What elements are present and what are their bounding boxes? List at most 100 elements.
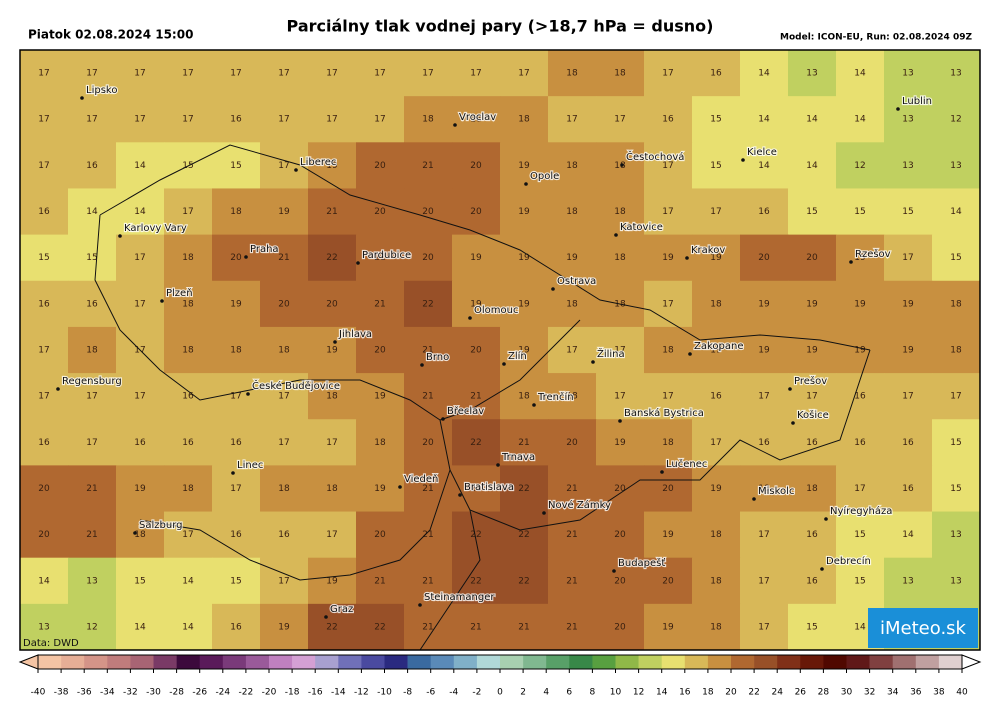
field-value: 22 [374, 622, 385, 632]
field-cell [164, 465, 213, 513]
field-cell [308, 603, 357, 651]
field-cell [452, 326, 501, 374]
field-cell [20, 96, 69, 143]
field-cell [740, 96, 789, 143]
field-cell [596, 234, 645, 282]
field-cell [692, 280, 741, 328]
field-value: 14 [86, 207, 98, 217]
colorbar-swatch [384, 655, 408, 669]
field-cell [596, 557, 645, 605]
city-dot [788, 387, 792, 391]
field-cell [740, 557, 789, 605]
city-label: Opole [530, 171, 559, 182]
field-value: 17 [182, 207, 193, 217]
field-cell [308, 50, 357, 97]
field-cell [740, 142, 789, 189]
field-cell [788, 557, 837, 605]
field-value: 16 [806, 530, 818, 540]
field-cell [788, 96, 837, 143]
field-cell [164, 373, 213, 420]
field-value: 16 [86, 299, 98, 309]
colorbar-swatch [707, 655, 732, 669]
field-cell [740, 234, 789, 282]
field-value: 14 [854, 69, 866, 79]
city-label: Brno [426, 352, 449, 363]
field-cell [68, 188, 117, 236]
field-value: 13 [950, 69, 961, 79]
field-value: 21 [278, 253, 289, 263]
city-dot [133, 531, 137, 535]
field-value: 18 [566, 69, 578, 79]
field-value: 17 [86, 69, 97, 79]
colorbar-swatch [754, 655, 778, 669]
colorbar-tick-label: 20 [725, 688, 737, 698]
city-label: Nyíregyháza [830, 505, 892, 517]
colorbar-swatch [546, 655, 570, 669]
field-value: 18 [422, 115, 434, 125]
colorbar-tick-label: 4 [543, 688, 549, 698]
colorbar-tick-label: 34 [887, 688, 899, 698]
colorbar-tick-label: -4 [449, 688, 458, 698]
field-value: 17 [662, 207, 673, 217]
field-cell [596, 326, 645, 374]
colorbar-swatch [476, 655, 501, 669]
field-cell [116, 465, 165, 513]
field-value: 18 [518, 115, 530, 125]
field-cell [164, 188, 213, 236]
field-value: 18 [182, 253, 194, 263]
field-value: 18 [86, 346, 98, 356]
field-value: 20 [422, 438, 434, 448]
field-value: 20 [806, 253, 818, 263]
city-dot [333, 340, 337, 344]
field-cell [404, 96, 453, 143]
colorbar-swatch [615, 655, 639, 669]
field-value: 16 [38, 299, 50, 309]
field-cell [116, 50, 165, 97]
field-value: 18 [710, 622, 722, 632]
city-dot [398, 485, 402, 489]
colorbar-tick-label: 40 [956, 688, 968, 698]
field-cell [116, 234, 165, 282]
field-value: 17 [662, 392, 673, 402]
city-label: Steinamanger [424, 592, 495, 603]
colorbar-swatch [407, 655, 431, 669]
field-cell [404, 142, 453, 189]
field-value: 22 [518, 484, 529, 494]
field-value: 19 [710, 484, 722, 494]
date: Piatok 02.08.2024 15:00 [28, 28, 193, 42]
field-value: 19 [518, 253, 530, 263]
field-cell [452, 142, 501, 189]
field-value: 16 [902, 438, 914, 448]
field-cell [692, 96, 741, 143]
colorbar-swatch [938, 655, 963, 669]
city-label: Karlovy Vary [124, 223, 187, 234]
colorbar-swatch [222, 655, 247, 669]
colorbar-swatch [684, 655, 709, 669]
field-cell [356, 142, 405, 189]
field-value: 16 [86, 161, 98, 171]
field-value: 21 [470, 484, 481, 494]
field-cell [68, 96, 117, 143]
colorbar-swatch [592, 655, 616, 669]
colorbar-swatch [315, 655, 339, 669]
field-value: 13 [86, 576, 97, 586]
field-value: 20 [614, 622, 626, 632]
field-value: 15 [854, 576, 865, 586]
field-value: 19 [230, 299, 242, 309]
field-value: 21 [470, 392, 481, 402]
field-value: 20 [374, 161, 386, 171]
field-cell [356, 234, 405, 282]
field-cell [740, 373, 789, 420]
field-value: 22 [422, 299, 433, 309]
field-value: 14 [758, 69, 770, 79]
field-value: 17 [278, 69, 289, 79]
field-cell [404, 188, 453, 236]
colorbar-swatch [245, 655, 270, 669]
city-label: Plzeň [166, 287, 193, 299]
field-value: 19 [854, 346, 866, 356]
field-cell [644, 234, 693, 282]
field-value: 18 [758, 484, 770, 494]
colorbar-swatch [638, 655, 662, 669]
colorbar-swatch [500, 655, 524, 669]
field-cell [68, 373, 117, 420]
